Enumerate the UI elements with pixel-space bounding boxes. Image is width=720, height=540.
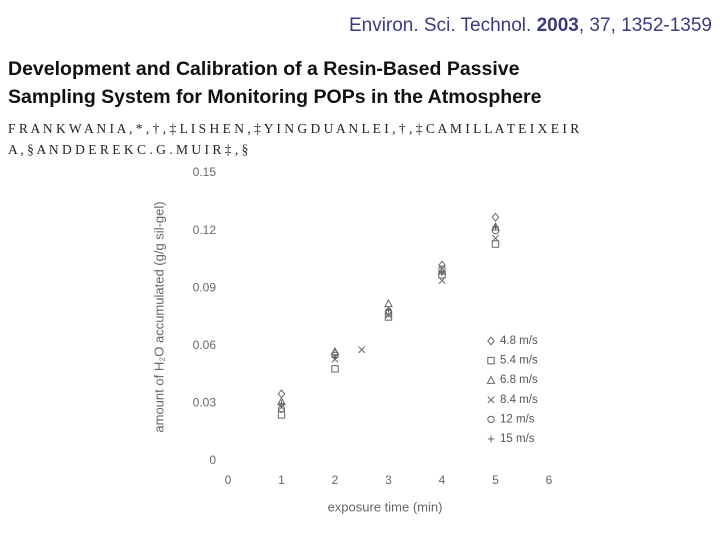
journal: Environ. Sci. Technol.: [349, 15, 531, 36]
data-point: [358, 346, 366, 354]
legend-label: 8.4 m/s: [500, 394, 538, 406]
data-point: [331, 354, 339, 361]
x-tick-label: 4: [439, 473, 446, 487]
legend-marker: [487, 336, 495, 346]
data-point: [331, 365, 339, 373]
data-point: [438, 276, 446, 285]
data-point: [384, 313, 393, 321]
legend-label: 12 m/s: [500, 413, 535, 425]
y-tick-label: 0.15: [193, 165, 217, 179]
legend-label: 6.8 m/s: [500, 374, 538, 386]
y-tick-label: 0.09: [193, 280, 217, 294]
legend-marker: [486, 375, 496, 384]
data-point: [491, 212, 500, 222]
x-tick-label: 0: [225, 473, 232, 487]
y-tick-label: 0.03: [193, 396, 217, 410]
citation: Environ. Sci. Technol. 2003, 37, 1352-13…: [349, 15, 712, 36]
author-line: F R A N K W A N I A , * , † , ‡ L I S H …: [8, 121, 579, 136]
x-tick-label: 6: [546, 473, 553, 487]
citation-rest: , 37, 1352-1359: [579, 15, 712, 36]
y-tick-label: 0.06: [193, 338, 217, 352]
x-tick-label: 3: [385, 473, 392, 487]
data-point: [491, 240, 500, 248]
y-tick-label: 0.12: [193, 223, 217, 237]
data-point: [492, 223, 499, 230]
data-point: [277, 403, 286, 411]
x-tick-label: 1: [278, 473, 285, 487]
data-point: [277, 389, 286, 399]
x-tick-label: 5: [492, 473, 499, 487]
title-line: Sampling System for Monitoring POPs in t…: [8, 86, 542, 108]
y-axis-label: amount of H₂O accumulated (g/g sil-gel): [151, 201, 166, 432]
year: 2003: [537, 15, 579, 36]
legend-marker: [487, 435, 495, 443]
data-point: [384, 298, 393, 308]
data-point: [384, 311, 393, 319]
data-point: [491, 234, 500, 242]
x-axis-label: exposure time (min): [328, 499, 443, 514]
data-point: [385, 306, 392, 313]
legend-label: 4.8 m/s: [500, 335, 538, 347]
legend-marker: [487, 415, 495, 424]
x-tick-label: 2: [332, 473, 339, 487]
legend-marker: [487, 356, 495, 365]
legend-marker: [487, 396, 495, 404]
y-tick-label: 0: [209, 453, 216, 467]
data-point: [438, 269, 446, 277]
legend-label: 5.4 m/s: [500, 355, 538, 367]
data-point: [277, 411, 286, 419]
author-line: A , § A N D D E R E K C . G . M U I R ‡ …: [8, 142, 248, 157]
data-point: [278, 400, 285, 407]
data-point: [438, 260, 446, 270]
legend-label: 15 m/s: [500, 433, 535, 445]
title-line: Development and Calibration of a Resin-B…: [8, 58, 520, 80]
